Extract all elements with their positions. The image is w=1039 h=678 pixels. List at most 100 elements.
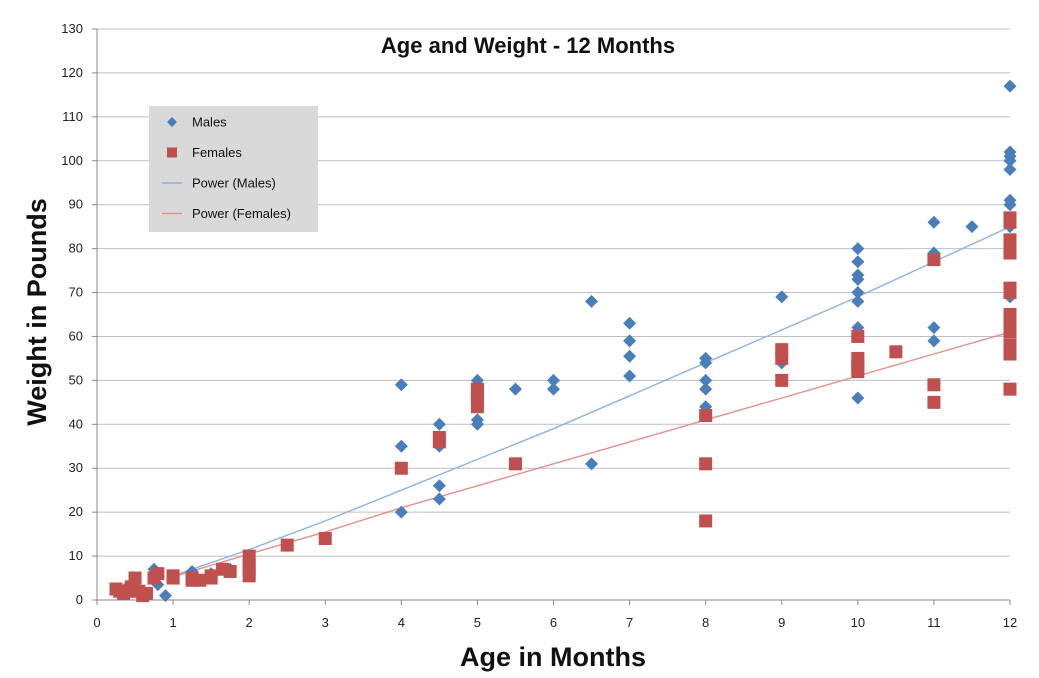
female-data-point [139, 586, 153, 600]
female-data-point [128, 571, 142, 585]
male-data-point [432, 417, 446, 431]
trendline-power-females [172, 331, 1011, 578]
male-data-point [432, 479, 446, 493]
female-data-point [927, 378, 941, 392]
y-tick-label: 120 [61, 65, 83, 80]
female-data-point [394, 461, 408, 475]
y-tick-label: 0 [76, 592, 83, 607]
x-tick-label: 3 [322, 615, 329, 630]
x-tick-label: 5 [474, 615, 481, 630]
male-data-point [1003, 198, 1017, 212]
male-data-point [851, 391, 865, 405]
female-data-point [699, 409, 713, 423]
male-data-point [623, 349, 637, 363]
x-tick-label: 6 [550, 615, 557, 630]
x-tick-label: 10 [851, 615, 865, 630]
x-tick-label: 4 [398, 615, 405, 630]
male-data-point [775, 290, 789, 304]
male-data-point [927, 215, 941, 229]
female-data-point [775, 351, 789, 365]
x-tick-label: 0 [93, 615, 100, 630]
female-data-point [318, 532, 332, 546]
chart-title: Age and Weight - 12 Months [381, 33, 675, 58]
male-data-point [1003, 79, 1017, 93]
female-data-point [166, 571, 180, 585]
male-data-point [927, 334, 941, 348]
female-data-point [775, 373, 789, 387]
y-tick-label: 10 [69, 548, 83, 563]
male-data-point [965, 220, 979, 234]
data-points [109, 79, 1017, 603]
male-data-point [623, 316, 637, 330]
male-data-point [1003, 154, 1017, 168]
male-data-point [623, 334, 637, 348]
trendline-power-males [172, 226, 1011, 577]
female-data-point [1003, 325, 1017, 339]
x-axis-title: Age in Months [460, 642, 646, 672]
y-tick-label: 90 [69, 197, 83, 212]
x-tick-label: 11 [927, 615, 941, 630]
male-data-point [585, 294, 599, 308]
female-data-point [927, 395, 941, 409]
female-data-point [1003, 382, 1017, 396]
legend-label: Power (Females) [192, 206, 291, 221]
legend-label: Females [192, 145, 242, 160]
male-data-point [851, 242, 865, 256]
female-data-point [699, 514, 713, 528]
male-data-point [158, 589, 172, 603]
x-tick-label: 7 [626, 615, 633, 630]
y-tick-label: 20 [69, 504, 83, 519]
female-data-point [470, 400, 484, 414]
male-data-point [470, 417, 484, 431]
female-data-point [851, 365, 865, 379]
male-data-point [547, 382, 560, 396]
trendlines [172, 226, 1011, 578]
x-tick-label: 9 [778, 615, 785, 630]
female-data-point [193, 573, 207, 587]
male-data-point [927, 321, 941, 335]
legend-diamond-swatch [167, 117, 177, 127]
y-tick-label: 100 [61, 153, 83, 168]
x-tick-label: 1 [169, 615, 176, 630]
female-data-point [1003, 246, 1017, 260]
female-data-point [242, 569, 256, 583]
y-tick-label: 60 [69, 328, 83, 343]
female-data-point [851, 329, 865, 343]
legend: Males Females Power (Males) Power (Females) [149, 106, 318, 232]
male-data-point [1003, 163, 1017, 177]
male-data-point [508, 382, 522, 396]
x-tick-label: 12 [1003, 615, 1017, 630]
male-data-point [699, 373, 713, 387]
male-data-point [394, 439, 408, 453]
y-tick-label: 50 [69, 372, 83, 387]
legend-label: Males [192, 115, 227, 130]
female-data-point [432, 435, 446, 449]
male-data-point [547, 373, 560, 387]
y-tick-label: 70 [69, 285, 83, 300]
female-data-point [699, 457, 713, 471]
male-data-point [699, 382, 713, 396]
female-data-point [280, 538, 294, 552]
male-data-point [851, 294, 865, 308]
y-tick-label: 80 [69, 241, 83, 256]
y-tick-label: 110 [62, 109, 83, 124]
female-data-point [508, 457, 522, 471]
female-data-point [151, 567, 165, 581]
male-data-point [699, 356, 713, 370]
y-tick-label: 30 [69, 460, 83, 475]
female-data-point [223, 564, 237, 578]
legend-box [149, 106, 318, 232]
y-tick-label: 40 [69, 416, 83, 431]
male-data-point [432, 492, 446, 506]
male-data-point [585, 457, 599, 471]
female-data-point [927, 253, 941, 267]
male-data-point [851, 255, 865, 269]
y-tick-label: 130 [61, 21, 83, 36]
female-data-point [204, 569, 218, 583]
legend-label: Power (Males) [192, 176, 276, 191]
male-data-point [851, 272, 865, 286]
legend-square-swatch [167, 147, 177, 158]
